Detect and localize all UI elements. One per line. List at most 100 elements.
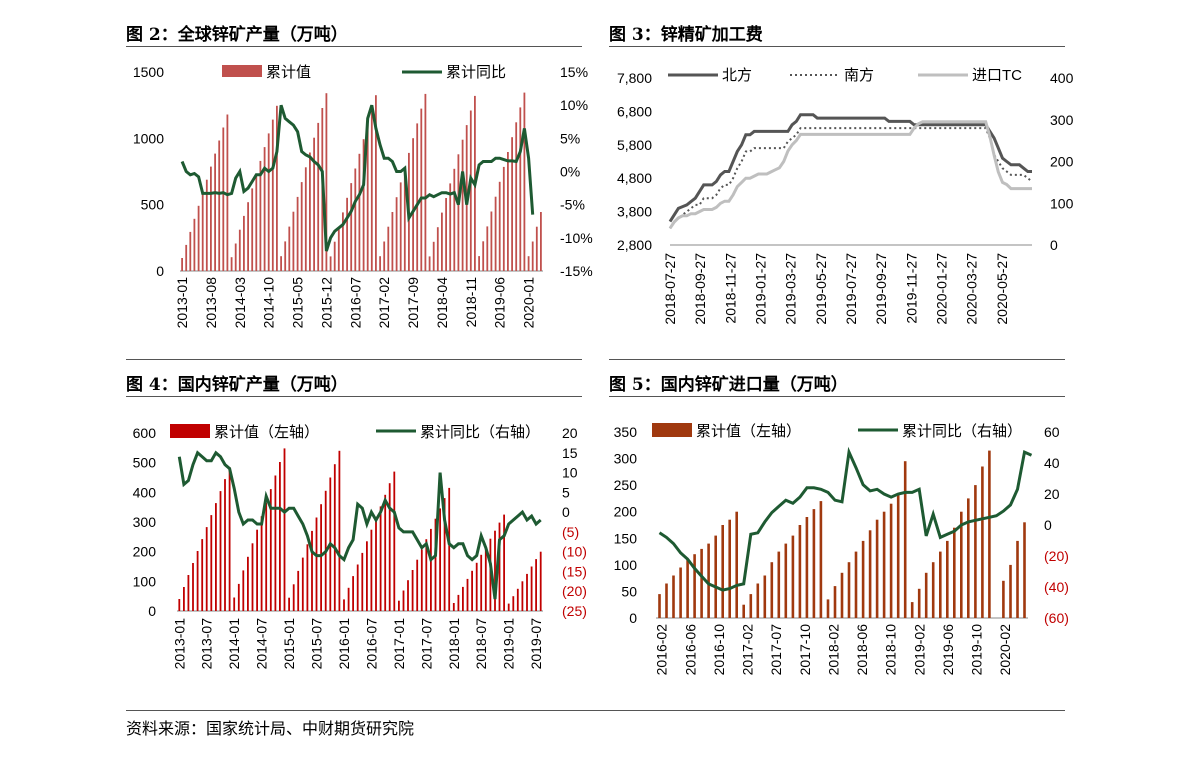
fig2-bar <box>296 196 299 271</box>
fig2-bar <box>375 95 377 271</box>
bottom-rule <box>126 710 1065 711</box>
fig5-bar <box>967 498 970 618</box>
fig4-left-tick-2: 200 <box>133 544 157 560</box>
fig5-bar <box>1016 540 1019 618</box>
fig2-bar <box>342 212 344 271</box>
fig4-bar <box>306 544 309 612</box>
fig2-xtick-5: 2015-12 <box>318 277 334 329</box>
fig4-bar <box>237 583 240 611</box>
fig2-bar <box>325 93 328 271</box>
fig2-left-tick-0: 0 <box>156 263 164 279</box>
fig4-bar <box>183 587 185 611</box>
fig5-left-tick-0: 0 <box>629 610 637 626</box>
fig5-right-tick-3: 0 <box>1044 517 1052 533</box>
mid-rule-left <box>126 359 582 360</box>
mid-rule2-right <box>609 396 1065 397</box>
fig4-bar <box>521 581 524 611</box>
fig4-bar <box>416 559 419 611</box>
fig5-left-tick-5: 250 <box>614 477 638 493</box>
fig5-bar <box>665 583 668 618</box>
fig4-bar <box>457 594 460 611</box>
fig4-xtick-13: 2019-07 <box>528 618 544 670</box>
fig5-bar <box>974 485 977 618</box>
fig4-bar <box>512 596 515 611</box>
fig2-bar <box>255 174 258 271</box>
fig2-bar <box>362 139 365 271</box>
fig5-bar <box>903 461 907 618</box>
fig4-bar <box>366 541 368 611</box>
fig2-bar <box>478 256 480 271</box>
fig4-xtick-10: 2018-01 <box>446 618 462 670</box>
fig4-bar <box>411 570 414 611</box>
fig4-bar <box>388 483 391 611</box>
fig3-xtick-1: 2018-09-27 <box>692 253 708 325</box>
fig4-bar <box>393 471 396 611</box>
fig5-xtick-2: 2016-10 <box>711 624 727 676</box>
fig4-bar <box>219 491 222 611</box>
fig2-bar <box>193 218 196 271</box>
fig4-bar <box>187 575 190 611</box>
fig4-right-tick-0: 20 <box>562 425 578 441</box>
fig2-bar <box>523 92 526 271</box>
fig2-bar <box>527 256 530 271</box>
fig4-bar <box>375 518 377 611</box>
fig4-bar <box>407 580 409 611</box>
fig5-bar <box>946 540 949 618</box>
fig4-svg: 0 100 200 300 400 500 600 20 15 10 5 0 (5) (10) (15) (2… <box>133 424 587 670</box>
fig4-bar <box>242 570 245 611</box>
fig4-bar <box>196 551 199 611</box>
fig4-bar <box>283 448 286 611</box>
fig5-left-tick-6: 300 <box>614 451 638 467</box>
fig2-bar <box>292 211 295 271</box>
fig4-bar <box>338 450 341 611</box>
fig4-bar <box>448 487 451 611</box>
fig3-right-tick-2: 200 <box>1050 154 1074 170</box>
fig4-bar <box>251 543 254 611</box>
fig5-bar <box>840 572 844 618</box>
fig2-bar <box>243 215 245 271</box>
fig5-xtick-0: 2016-02 <box>654 624 670 676</box>
fig2-bar <box>469 110 472 271</box>
fig4-bar <box>260 516 263 611</box>
fig2-bar <box>280 256 282 271</box>
fig5-xtick-5: 2017-10 <box>797 624 813 676</box>
fig4-bar <box>507 603 510 611</box>
top-rule-right <box>609 46 1065 47</box>
fig3-legend-label-1: 南方 <box>844 67 874 84</box>
fig3-right-tick-0: 400 <box>1050 70 1074 86</box>
fig4-bar <box>434 518 437 611</box>
fig2-bar <box>490 211 493 271</box>
fig4-xtick-9: 2017-07 <box>418 618 434 670</box>
fig2-bar <box>346 197 348 271</box>
fig4-bar <box>288 597 290 611</box>
fig5-bar <box>861 540 865 618</box>
fig5-xtick-1: 2016-06 <box>682 624 698 676</box>
fig5-bar <box>868 530 872 618</box>
fig5-right-tick-2: 20 <box>1044 486 1060 502</box>
fig4-right-tick-9: (25) <box>562 603 587 619</box>
fig4-left-tick-1: 100 <box>133 573 157 589</box>
fig2-bar <box>436 227 439 271</box>
fig2-bar <box>494 196 497 271</box>
fig4-bar <box>297 570 300 611</box>
fig2-bar <box>383 241 386 271</box>
fig4-bar <box>228 467 231 611</box>
fig5-bar <box>819 501 823 618</box>
fig2-bar <box>498 181 501 271</box>
fig2-legend-bar-label: 累计值 <box>266 64 311 81</box>
fig4-bar <box>352 576 354 611</box>
fig2-bar <box>540 212 542 271</box>
fig4-bar <box>256 529 258 611</box>
fig2-xtick-12: 2020-01 <box>521 277 537 329</box>
fig4-bar <box>320 504 322 611</box>
fig5-bar <box>749 594 753 618</box>
fig3-xtick-9: 2020-01-27 <box>934 253 950 325</box>
fig2-bar <box>234 243 237 271</box>
fig2-right-tick-3: 0% <box>560 164 580 180</box>
fig4-bar <box>503 514 505 611</box>
fig2-xtick-0: 2013-01 <box>174 277 190 329</box>
fig4-bar <box>530 566 533 611</box>
fig2-bar <box>288 226 291 271</box>
fig4-right-tick-7: (15) <box>562 563 587 579</box>
fig2-bar <box>263 147 266 271</box>
